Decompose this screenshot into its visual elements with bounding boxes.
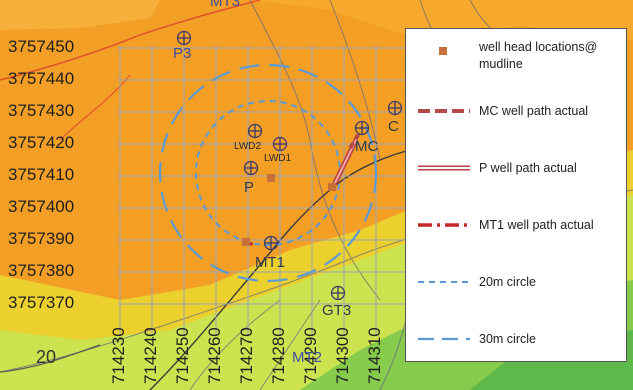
wellhead-marker (242, 238, 250, 246)
well-label-gt3: GT3 (322, 302, 352, 319)
boundary-line (149, 149, 411, 390)
legend-item-mt1-path: MT1 well path actual (406, 205, 628, 245)
well-symbol-p3 (176, 30, 192, 46)
contour-line (249, 0, 381, 301)
x-tick-label: 714260 (205, 327, 224, 384)
y-tick-label: 3757410 (8, 165, 75, 184)
well-label-mt2: MT2 (292, 349, 322, 366)
well-symbol-c (387, 100, 403, 116)
legend-label: 30m circle (479, 332, 536, 346)
legend-item-30m-circle: 30m circle (406, 319, 628, 359)
contour-red (59, 74, 131, 141)
wellhead-square-icon (439, 47, 447, 55)
y-tick-label: 3757430 (8, 101, 75, 120)
wellhead-marker (328, 183, 336, 191)
y-tick-label: 3757440 (8, 69, 75, 88)
well-symbols (176, 30, 403, 301)
x-tick-label: 714270 (237, 327, 256, 384)
y-tick-label: 3757370 (8, 293, 75, 312)
legend-item-mc-path: MC well path actual (406, 91, 628, 131)
well-label-p: P (244, 179, 255, 196)
well-label-mc: MC (355, 138, 379, 155)
x-tick-label: 714300 (333, 327, 352, 384)
legend-label: 20m circle (479, 275, 536, 289)
well-symbol-lwd1 (272, 136, 288, 152)
well-symbol-mt1 (263, 235, 279, 251)
upper-contour-red (0, 0, 261, 81)
legend-item-wellhead: well head locations@ mudline (406, 35, 628, 85)
well-symbol-lwd2 (247, 123, 263, 139)
contour-value-label: 20 (36, 347, 57, 367)
wellhead-marker (267, 174, 275, 182)
double-line-icon (418, 165, 470, 171)
y-tick-label: 3757390 (8, 229, 75, 248)
legend-item-20m-circle: 20m circle (406, 262, 628, 302)
dash-dot-line-icon (418, 223, 470, 227)
legend-item-p-path: P well path actual (406, 148, 628, 188)
x-tick-label: 714240 (141, 327, 160, 384)
well-label-p3: P3 (173, 45, 192, 62)
well-label-lwd1: LWD1 (264, 153, 292, 164)
x-tick-label: 714250 (173, 327, 192, 384)
mc-well-path (348, 130, 362, 150)
x-tick-label: 714230 (109, 327, 128, 384)
well-label-c: C (388, 118, 399, 135)
coordinate-grid (118, 46, 408, 335)
long-dashed-line-icon (418, 337, 470, 341)
contour-line (259, 299, 321, 390)
short-dashed-line-icon (418, 281, 470, 283)
dashed-thick-line-icon (418, 109, 470, 113)
well-label-mt1: MT1 (255, 254, 285, 271)
y-tick-label: 3757380 (8, 261, 75, 280)
well-symbol-gt3 (330, 285, 346, 301)
y-tick-label: 3757420 (8, 133, 75, 152)
y-tick-label: 3757450 (8, 37, 75, 56)
well-symbol-p (243, 160, 259, 176)
x-tick-label: 714280 (269, 327, 288, 384)
legend: well head locations@ mudline MC well pat… (405, 28, 627, 362)
seabed-upper-band (0, 0, 160, 30)
well-symbol-mc (354, 120, 370, 136)
well-label-lwd2: LWD2 (234, 141, 262, 152)
x-tick-label: 714310 (365, 327, 384, 384)
well-label-mt3: MT3 (210, 0, 240, 10)
contour-line (0, 344, 101, 373)
legend-label: well head locations@ mudline (479, 40, 598, 71)
legend-label: MT1 well path actual (479, 218, 594, 232)
legend-label: MC well path actual (479, 104, 589, 118)
30m-circle (158, 63, 378, 283)
y-tick-label: 3757400 (8, 197, 75, 216)
contour-line (189, 299, 281, 390)
legend-label: P well path actual (479, 161, 577, 175)
